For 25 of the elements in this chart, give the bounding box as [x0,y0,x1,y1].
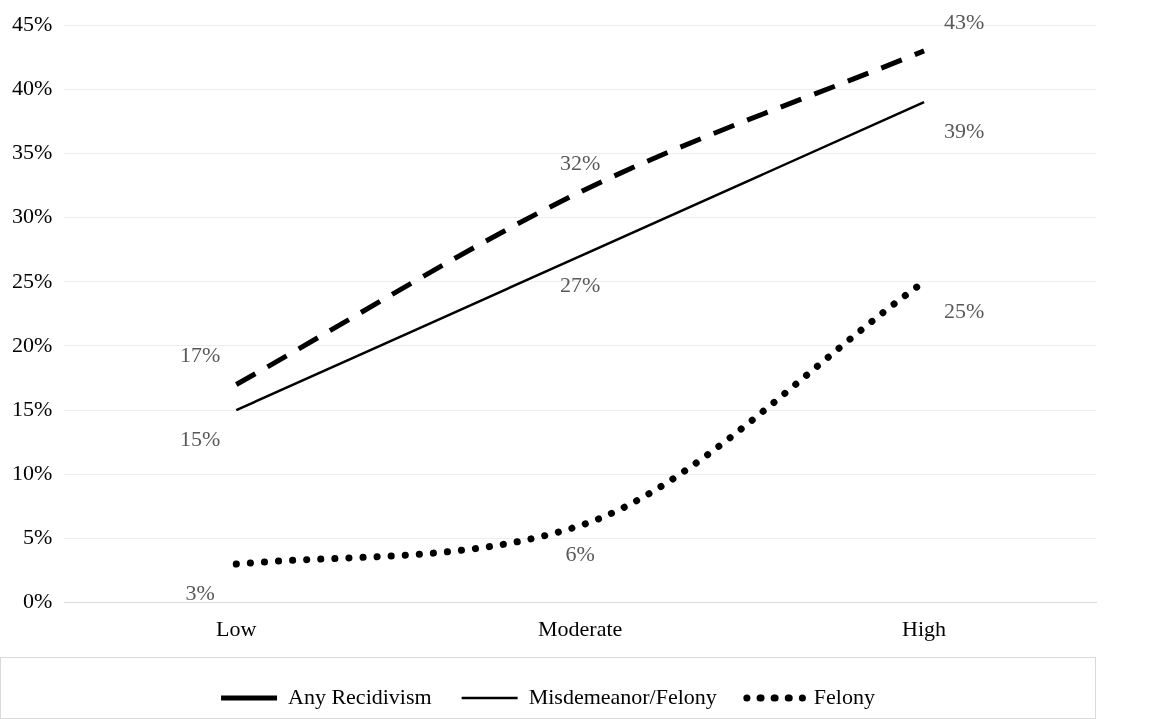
legend-label: Any Recidivism [288,683,432,709]
y-tick-label: 35% [12,139,53,165]
data-label: 39% [943,117,985,143]
x-tick-label: Low [216,615,257,641]
data-label: 27% [560,271,601,297]
y-tick-label: 30% [12,203,53,229]
data-label: 15% [180,425,221,451]
y-tick-label: 25% [12,267,53,293]
y-tick-label: 40% [12,75,53,101]
data-label: 43% [943,8,985,34]
y-tick-label: 0% [23,588,53,614]
data-label: 3% [185,579,215,605]
y-tick-label: 45% [12,10,53,36]
data-label: 17% [180,342,221,368]
legend-label: Felony [813,683,875,709]
x-tick-label: Moderate [538,615,623,641]
legend-label: Misdemeanor/Felony [528,683,717,709]
y-tick-label: 20% [12,331,53,357]
data-label: 25% [943,297,985,323]
y-tick-label: 10% [12,460,53,486]
data-label: 6% [565,541,595,567]
x-tick-label: High [902,615,947,641]
data-label: 32% [560,149,601,175]
y-tick-label: 5% [23,524,53,550]
y-tick-label: 15% [12,395,53,421]
